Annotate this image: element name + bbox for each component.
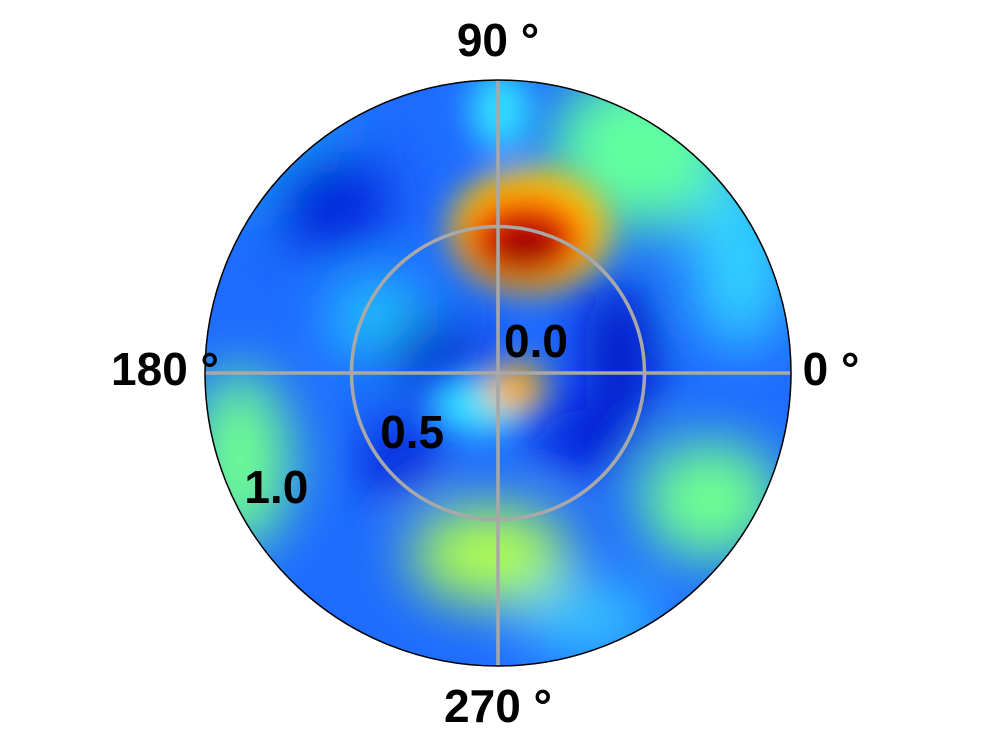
heatmap-blob (585, 280, 655, 420)
heatmap-blob (483, 217, 567, 273)
r-tick-label: 1.0 (244, 461, 308, 513)
heatmap-blob (270, 150, 390, 250)
heatmap-blob (640, 440, 780, 560)
r-grid-circle (349, 224, 647, 522)
theta-tick-label: 0 ° (803, 343, 860, 395)
heatmap-blob (470, 80, 530, 150)
theta-tick-label: 180 ° (111, 343, 219, 395)
heatmap-blob (410, 505, 570, 605)
heatmap-blob (690, 170, 790, 350)
heatmap-blob (380, 320, 480, 380)
r-tick-label: 0.0 (504, 315, 568, 367)
labels: 0 ° 90 ° 180 ° 270 ° 0.0 0.5 1.0 (111, 14, 859, 732)
heatmap-blob (520, 580, 660, 660)
polar-frame (204, 79, 792, 667)
r-tick-label: 0.5 (380, 406, 444, 458)
grid (205, 80, 791, 666)
heatmap-blob (530, 410, 650, 470)
heatmap-blob (485, 363, 545, 413)
heatmap-blob (360, 425, 440, 495)
theta-tick-label: 270 ° (444, 680, 552, 732)
theta-tick-label: 90 ° (457, 14, 539, 66)
